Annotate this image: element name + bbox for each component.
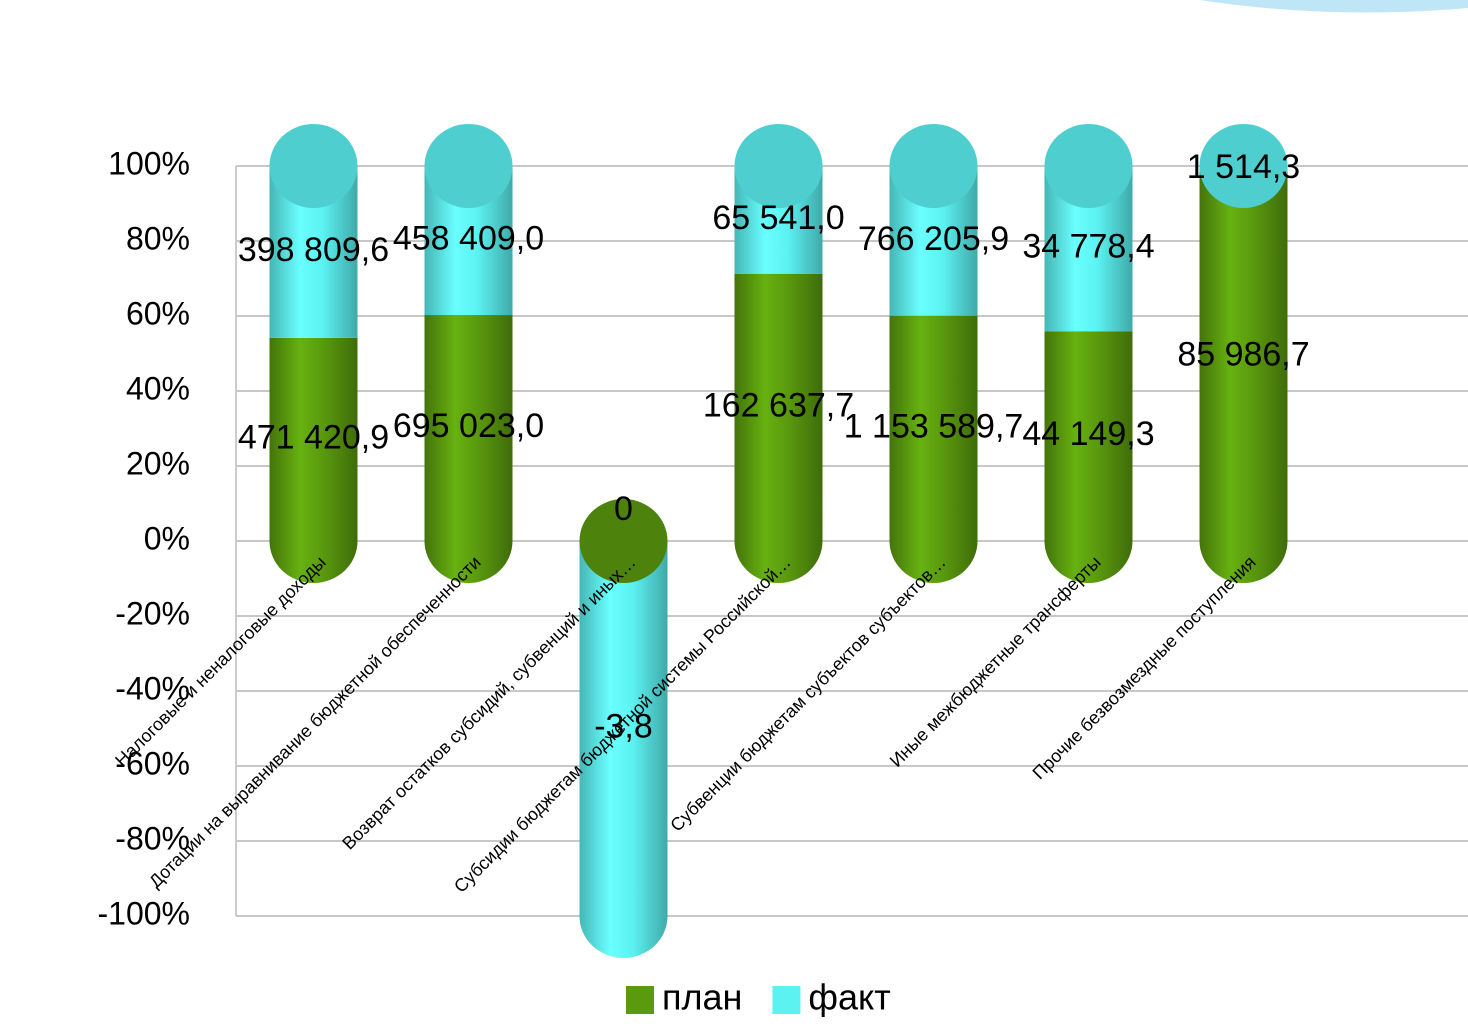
data-label: 1 153 589,7 (844, 407, 1024, 445)
cylinder-bottom (424, 499, 513, 583)
x-tick-label: Субвенции бюджетам субъектов субъектов… (666, 552, 949, 835)
decoration (1200, 0, 1468, 13)
y-tick-label: 100% (108, 145, 190, 181)
legend-swatch (626, 986, 654, 1014)
y-tick-label: -20% (115, 595, 190, 631)
cylinder-segment (579, 541, 668, 916)
data-label: 0 (614, 490, 633, 528)
cylinder-bottom (1044, 499, 1133, 583)
data-label: 398 809,6 (238, 231, 389, 269)
cylinder-top (269, 124, 358, 208)
cylinder-top (424, 124, 513, 208)
y-tick-label: -80% (115, 820, 190, 856)
data-label: 471 420,9 (238, 418, 389, 456)
cylinder-top (1199, 124, 1288, 208)
cylinder-bottom (1199, 499, 1288, 583)
y-tick-label: 0% (144, 520, 190, 556)
legend-label: факт (808, 977, 890, 1018)
legend-swatch (772, 986, 801, 1014)
data-label: 162 637,7 (703, 386, 854, 424)
legend-label: план (662, 977, 742, 1018)
y-tick-label: 40% (126, 370, 190, 406)
cylinder-bottom (579, 874, 668, 958)
cylinder-bottom (269, 499, 358, 583)
cylinder-top (579, 499, 668, 583)
data-label: -3,8 (594, 707, 653, 745)
y-tick-label: 80% (126, 220, 190, 256)
cylinder-bottom (734, 499, 823, 583)
y-tick-label: -100% (98, 895, 191, 931)
y-tick-label: 20% (126, 445, 190, 481)
cylinder-segment (1199, 172, 1288, 541)
cylinder-bottom (889, 499, 978, 583)
cylinder-segment (734, 273, 823, 541)
y-tick-label: -60% (115, 745, 190, 781)
cylinder-top (1044, 124, 1133, 208)
cylinder-top (734, 124, 823, 208)
data-label: 766 205,9 (858, 220, 1009, 258)
data-label: 65 541,0 (712, 199, 844, 237)
data-label: 34 778,4 (1022, 228, 1154, 266)
data-label: 458 409,0 (393, 220, 544, 258)
data-label: 85 986,7 (1177, 336, 1309, 374)
y-tick-label: 60% (126, 295, 190, 331)
data-label: 44 149,3 (1022, 415, 1154, 453)
cylinder-top (889, 124, 978, 208)
data-label: 1 514,3 (1187, 148, 1300, 186)
data-label: 695 023,0 (393, 407, 544, 445)
y-tick-label: -40% (115, 670, 190, 706)
